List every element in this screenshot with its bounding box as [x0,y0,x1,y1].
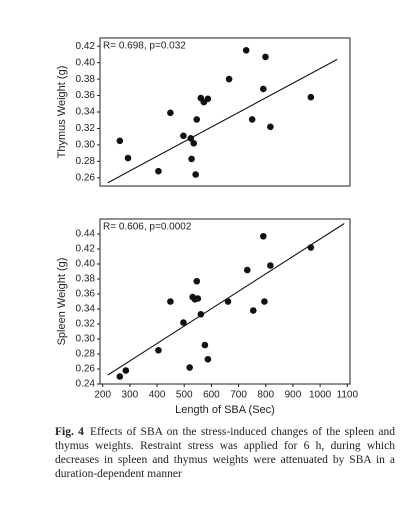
y-tick-label: 0.24 [76,379,96,390]
y-tick-label: 0.32 [76,319,96,330]
point [116,373,124,380]
point [186,364,193,371]
point [204,355,212,363]
figure: 0.26 0.28 0.30 0.32 0.34 0.36 0.38 0.40 0.42 Thym… [56,37,359,416]
plot-frame [99,218,351,385]
x-tick-label: 1100 [337,390,359,401]
y-tick-label: 0.38 [76,74,96,85]
point [124,154,132,162]
point [243,266,251,274]
point [192,171,199,178]
y-tick-label: 0.30 [76,140,96,151]
y-tick-label: 0.26 [76,172,96,183]
y-axis-label: Spleen Weight (g) [56,258,68,346]
point [260,232,267,240]
x-tick-label: 300 [122,390,139,401]
point [204,95,212,103]
point [155,346,162,354]
point [167,109,174,117]
y-tick-label: 0.34 [76,304,96,315]
point [180,319,187,326]
x-tick-label: 200 [94,390,111,401]
point [155,167,162,175]
point [193,116,201,123]
point [201,341,209,349]
point [224,298,232,305]
point [194,295,202,302]
point [187,135,195,142]
trend-line [107,58,338,184]
point [267,262,274,269]
plot-frame [99,37,351,187]
y-tick-label: 0.42 [76,41,96,52]
point [225,75,233,83]
point [248,116,256,123]
point [167,298,174,305]
y-axis-label: Thymus Weight (g) [56,66,68,159]
y-tick-label: 0.38 [76,274,96,285]
x-tick-label: 700 [230,390,247,401]
y-tick-label: 0.32 [76,123,96,134]
annotation: R= 0.606, p=0.0002 [103,222,192,233]
x-tick-label: 400 [149,390,166,401]
y-tick-label: 0.36 [76,90,96,101]
y-tick-label: 0.40 [76,57,96,68]
y-tick-label: 0.40 [76,259,96,270]
x-tick-label: 800 [257,390,274,401]
y-tick-label: 0.34 [76,107,96,118]
point [267,123,274,131]
caption-label: Fig. 4 [55,426,84,438]
point [122,367,130,374]
x-tick-label: 900 [285,390,302,401]
y-tick-label: 0.30 [76,334,96,345]
point [193,277,201,285]
x-tick-label: 1000 [309,390,332,401]
y-tick-label: 0.44 [76,229,96,240]
point [307,244,315,251]
point [249,307,257,314]
point [307,93,315,101]
x-tick-label: 500 [176,390,193,401]
caption-text: Effects of SBA on the stress-induced cha… [55,426,395,480]
y-tick-label: 0.42 [76,244,96,255]
point [242,47,250,54]
x-tick-label: 600 [203,390,220,401]
caption: Fig. 4 Effects of SBA on the stress-induc… [55,425,395,481]
x-axis-label: Length of SBA (Sec) [175,404,275,416]
point [180,132,187,140]
annotation: R= 0.698, p=0.032 [103,41,186,52]
y-tick-label: 0.28 [76,156,96,167]
y-tick-label: 0.28 [76,349,96,360]
y-tick-label: 0.36 [76,289,96,300]
y-tick-label: 0.26 [76,364,96,375]
point [261,298,268,305]
point [190,139,198,147]
point [188,155,195,163]
point [197,310,205,318]
point [116,137,124,145]
point [260,85,267,93]
point [262,53,269,61]
